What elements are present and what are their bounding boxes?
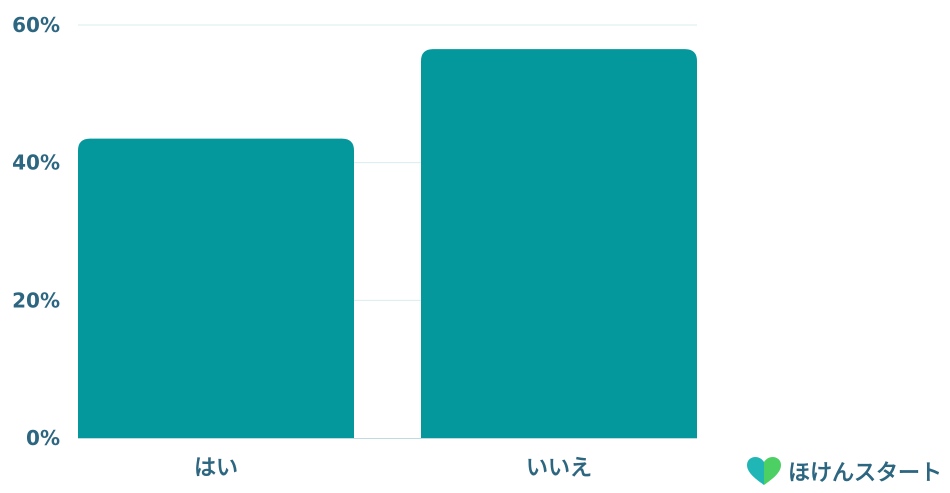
logo-text: ほけんスタート [787, 461, 942, 486]
y-tick-label: 40% [12, 151, 60, 175]
bar [421, 49, 697, 438]
y-tick-label: 20% [12, 288, 60, 312]
x-category-label: はい [194, 456, 238, 481]
y-tick-label: 60% [12, 13, 60, 37]
brand-logo: ほけんスタート [746, 455, 942, 487]
y-tick-label: 0% [26, 426, 60, 450]
y-axis-ticks: 0% 20% 40% 60% [12, 13, 60, 450]
bar [78, 138, 354, 438]
bars [78, 49, 697, 438]
x-axis-labels: はい いいえ [194, 456, 592, 481]
heart-icon [746, 457, 781, 485]
x-category-label: いいえ [526, 456, 592, 481]
